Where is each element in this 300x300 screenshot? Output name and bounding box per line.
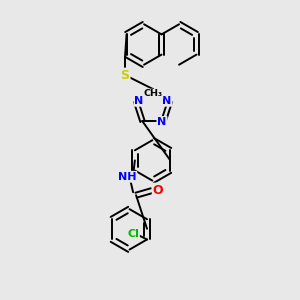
Text: N: N: [157, 117, 167, 127]
Text: NH: NH: [118, 172, 136, 182]
Text: S: S: [121, 69, 130, 82]
Text: Cl: Cl: [127, 229, 139, 238]
Text: CH₃: CH₃: [143, 89, 163, 98]
Text: N: N: [162, 96, 172, 106]
Text: N: N: [134, 96, 144, 106]
Text: O: O: [153, 184, 164, 196]
